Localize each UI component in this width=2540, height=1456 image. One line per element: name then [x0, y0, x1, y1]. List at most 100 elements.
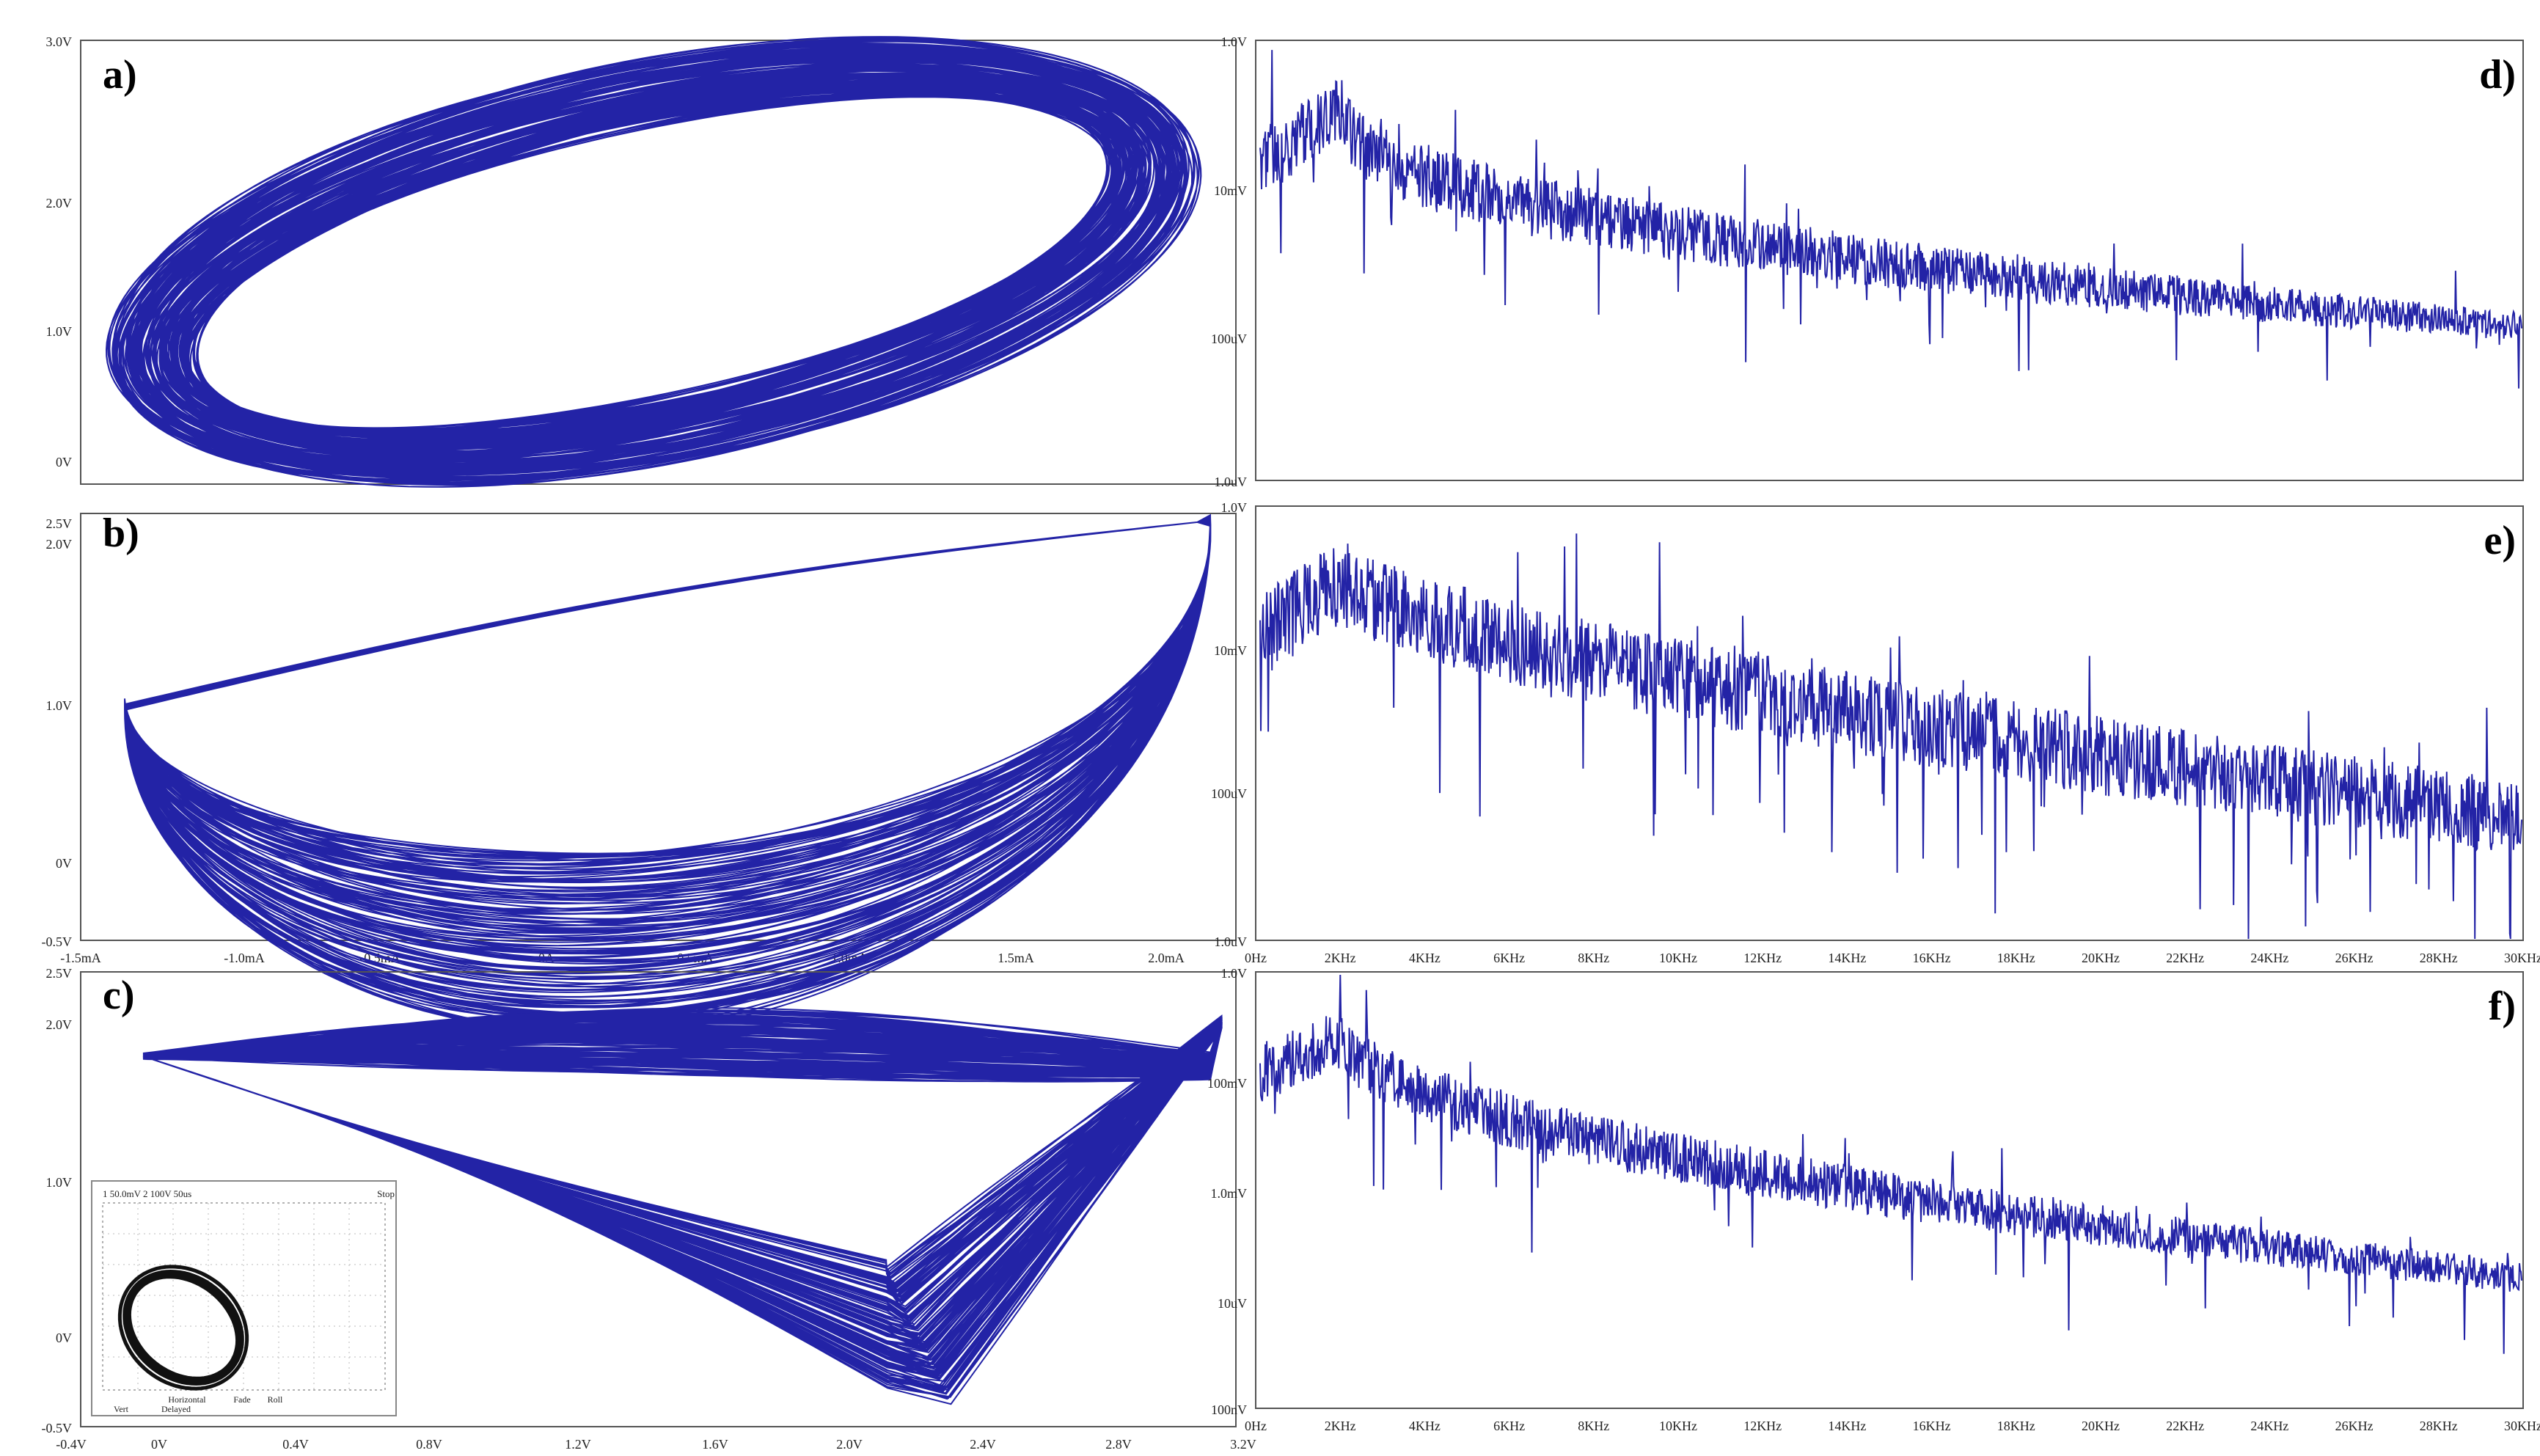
- y-tick-label: 1.0V: [46, 698, 73, 713]
- x-tick-label: 26KHz: [2335, 1419, 2374, 1433]
- y-tick-label: 2.0V: [46, 537, 73, 552]
- y-tick-label: 100uV: [1211, 786, 1247, 801]
- x-tick-label: -1.5mA: [60, 951, 101, 965]
- y-tick-label: 1.0V: [46, 324, 73, 339]
- y-tick-label: 0V: [56, 856, 72, 871]
- x-tick-label: 2KHz: [1325, 951, 1356, 965]
- y-tick-label: 100uV: [1211, 332, 1247, 346]
- y-tick-label: 0V: [56, 455, 72, 469]
- y-tick-label: -0.5V: [42, 934, 73, 949]
- x-tick-label: 14KHz: [1828, 1419, 1866, 1433]
- x-tick-label: -1.0mA: [224, 951, 265, 965]
- x-tick-label: 4KHz: [1409, 1419, 1441, 1433]
- x-tick-label: 1.6V: [702, 1437, 728, 1452]
- y-tick-label: 1.0V: [1221, 500, 1248, 515]
- x-tick-label: 12KHz: [1743, 951, 1782, 965]
- x-tick-label: 20KHz: [2082, 1419, 2120, 1433]
- x-tick-label: 2.0mA: [1148, 951, 1185, 965]
- plot-frame: [1255, 40, 2524, 481]
- plot-frame: [1255, 505, 2524, 941]
- y-tick-label: 100mV: [1207, 1076, 1247, 1091]
- y-tick-label: 10mV: [1214, 643, 1247, 658]
- y-tick-label: 10mV: [1214, 183, 1247, 198]
- inset-footer-label: Fade: [233, 1394, 250, 1405]
- x-tick-label: 22KHz: [2166, 951, 2204, 965]
- x-tick-label: 30KHz: [2504, 951, 2540, 965]
- oscilloscope-inset: 1 50.0mV 2 100V 50us Stop Vert Horizontal Fa…: [91, 1180, 397, 1416]
- x-tick-label: 8KHz: [1578, 1419, 1609, 1433]
- x-tick-label: 24KHz: [2250, 1419, 2288, 1433]
- x-tick-label: 28KHz: [2420, 1419, 2458, 1433]
- x-tick-label: 0Hz: [1245, 1419, 1267, 1433]
- y-tick-label: 3.0V: [46, 34, 73, 49]
- inset-footer-label: Vert: [114, 1404, 129, 1414]
- x-tick-label: 16KHz: [1913, 951, 1951, 965]
- panel-label: c): [103, 973, 135, 1018]
- x-tick-label: 2.4V: [970, 1437, 996, 1452]
- spectrum-trace: [1259, 974, 2522, 1354]
- panel-label: d): [2479, 52, 2516, 98]
- panel-label: e): [2484, 518, 2516, 563]
- x-tick-label: 8KHz: [1578, 951, 1609, 965]
- x-tick-label: 10KHz: [1659, 951, 1697, 965]
- y-tick-label: 0V: [56, 1331, 72, 1345]
- y-tick-label: -0.5V: [42, 1421, 73, 1435]
- x-tick-label: 22KHz: [2166, 1419, 2204, 1433]
- inset-footer-label: Horizontal: [168, 1394, 206, 1405]
- x-tick-label: 1.2V: [565, 1437, 591, 1452]
- y-tick-label: 1.0uV: [1215, 475, 1248, 489]
- inset-header: 1 50.0mV 2 100V 50us: [103, 1188, 191, 1199]
- x-tick-label: 20KHz: [2082, 951, 2120, 965]
- attractor-trajectory: [124, 513, 1212, 1034]
- x-tick-label: 0.4V: [282, 1437, 309, 1452]
- y-tick-label: 1.0V: [46, 1175, 73, 1190]
- x-tick-label: 4KHz: [1409, 951, 1441, 965]
- plot-frame: [80, 40, 1237, 485]
- attractor-trajectory: [105, 36, 1202, 488]
- inset-frame: [91, 1180, 397, 1416]
- panel-label: a): [103, 52, 137, 98]
- panel-e: 1.0V 10mV 100uV 1.0uV 0Hz 2KHz 4KHz 6KHz 8KHz 10K…: [1211, 500, 2540, 965]
- spectrum-trace: [1259, 50, 2522, 389]
- x-tick-label: -0.4V: [56, 1437, 87, 1452]
- y-tick-label: 2.0V: [46, 196, 73, 211]
- y-tick-label: 1.0uV: [1215, 934, 1248, 949]
- x-tick-label: 10KHz: [1659, 1419, 1697, 1433]
- inset-grid-border: [102, 1202, 386, 1391]
- x-tick-label: 2KHz: [1325, 1419, 1356, 1433]
- x-tick-label: 3.2V: [1230, 1437, 1256, 1452]
- y-tick-label: 1.0V: [1221, 34, 1248, 49]
- x-tick-label: 24KHz: [2250, 951, 2288, 965]
- x-tick-label: 30KHz: [2504, 1419, 2540, 1433]
- x-tick-label: 2.8V: [1105, 1437, 1132, 1452]
- attractor-trajectory: [142, 1007, 1223, 1405]
- inset-footer-label: Delayed: [161, 1404, 191, 1414]
- y-tick-label: 2.0V: [46, 1017, 73, 1032]
- x-tick-label: 28KHz: [2420, 951, 2458, 965]
- x-tick-label: 6KHz: [1493, 1419, 1525, 1433]
- inset-trace: [117, 1265, 249, 1391]
- x-tick-label: 12KHz: [1743, 1419, 1782, 1433]
- x-tick-label: 2.0V: [836, 1437, 863, 1452]
- x-tick-label: 0V: [151, 1437, 167, 1452]
- y-tick-label: 1.0V: [1221, 966, 1248, 981]
- x-tick-label: 18KHz: [1997, 951, 2035, 965]
- x-tick-label: 18KHz: [1997, 1419, 2035, 1433]
- x-tick-label: 1.5mA: [998, 951, 1034, 965]
- x-tick-label: 26KHz: [2335, 951, 2374, 965]
- panel-label: b): [103, 511, 139, 556]
- x-tick-label: 0Hz: [1245, 951, 1267, 965]
- y-tick-label: 100nV: [1211, 1402, 1247, 1417]
- y-tick-label: 2.5V: [46, 966, 73, 981]
- plot-frame: [80, 971, 1237, 1427]
- panel-c: 2.5V 2.0V 1.0V 0V -0.5V -0.4V 0V 0.4V 0.8V 1.2V 1.…: [42, 966, 1256, 1452]
- inset-footer-label: Roll: [268, 1394, 283, 1405]
- y-tick-label: 1.0mV: [1211, 1186, 1248, 1201]
- y-tick-label: 10uV: [1218, 1296, 1247, 1311]
- spectrum-trace: [1259, 533, 2522, 940]
- x-tick-label: 16KHz: [1913, 1419, 1951, 1433]
- x-tick-label: 6KHz: [1493, 951, 1525, 965]
- x-tick-label: 14KHz: [1828, 951, 1866, 965]
